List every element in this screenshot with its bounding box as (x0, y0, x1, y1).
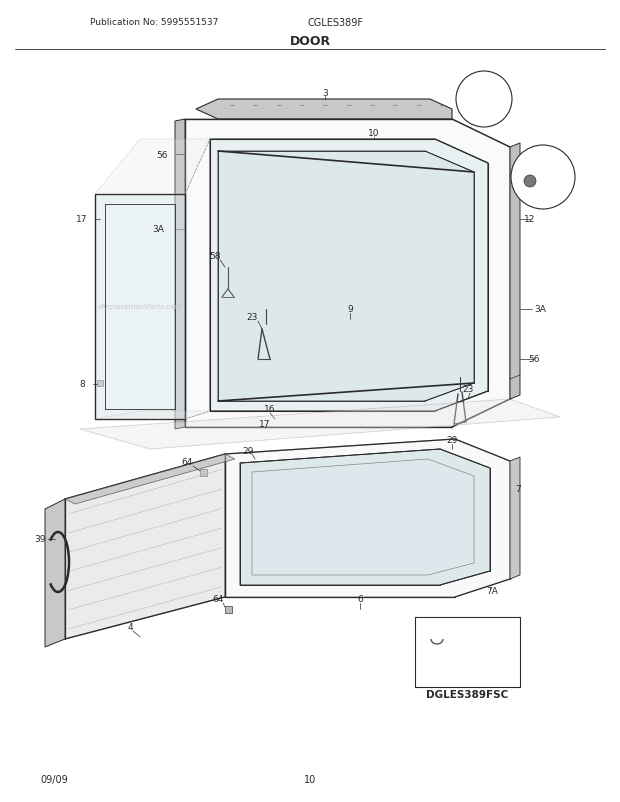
Bar (200, 469, 207, 476)
Text: DGLES389FSC: DGLES389FSC (426, 689, 508, 699)
Text: 17: 17 (259, 420, 271, 429)
Text: 12: 12 (525, 215, 536, 225)
Polygon shape (210, 140, 488, 411)
Text: 8: 8 (79, 380, 85, 389)
Polygon shape (225, 439, 510, 597)
Text: 7: 7 (515, 485, 521, 494)
Text: 3A: 3A (534, 305, 546, 314)
Polygon shape (510, 144, 520, 399)
Text: Publication No: 5995551537: Publication No: 5995551537 (90, 18, 218, 27)
Polygon shape (185, 119, 510, 427)
Text: 23: 23 (463, 385, 474, 394)
Text: 16: 16 (264, 405, 276, 414)
Polygon shape (175, 119, 185, 429)
Polygon shape (510, 457, 520, 579)
Text: 29: 29 (446, 436, 458, 445)
Text: eReplacementParts.com: eReplacementParts.com (98, 304, 182, 310)
Bar (97, 380, 103, 387)
Circle shape (456, 72, 512, 128)
Circle shape (524, 176, 536, 188)
Text: 39: 39 (34, 535, 46, 544)
Polygon shape (80, 399, 560, 449)
Text: 9: 9 (347, 305, 353, 314)
Text: 64: 64 (181, 458, 193, 467)
Text: 4: 4 (127, 622, 133, 632)
Text: 10: 10 (368, 128, 379, 137)
Bar (225, 606, 232, 614)
Polygon shape (95, 140, 210, 195)
Polygon shape (65, 455, 225, 639)
Bar (415, 618, 520, 687)
Text: 56: 56 (528, 355, 540, 364)
Polygon shape (240, 449, 490, 585)
Text: 09/09: 09/09 (40, 774, 68, 784)
Polygon shape (196, 100, 452, 119)
Circle shape (511, 146, 575, 210)
Polygon shape (95, 411, 210, 419)
Text: DOOR: DOOR (290, 35, 330, 48)
Text: 10: 10 (304, 774, 316, 784)
Text: 56: 56 (478, 75, 490, 83)
Text: 3A: 3A (152, 225, 164, 234)
Text: 56: 56 (156, 150, 168, 160)
Polygon shape (95, 195, 185, 419)
Text: 10: 10 (551, 158, 562, 168)
Text: 29: 29 (242, 447, 254, 456)
Text: 23: 23 (246, 313, 258, 322)
Text: 6: 6 (357, 595, 363, 604)
Text: 17: 17 (76, 215, 88, 225)
Polygon shape (65, 455, 235, 504)
Polygon shape (252, 460, 474, 575)
Polygon shape (218, 152, 474, 402)
Polygon shape (45, 500, 65, 647)
Text: 58: 58 (210, 252, 221, 261)
Text: 3: 3 (322, 88, 328, 97)
Text: CGLES389F: CGLES389F (307, 18, 363, 28)
Text: 7A: 7A (486, 587, 498, 596)
Text: 64: 64 (212, 595, 224, 604)
Text: 42: 42 (450, 625, 461, 634)
